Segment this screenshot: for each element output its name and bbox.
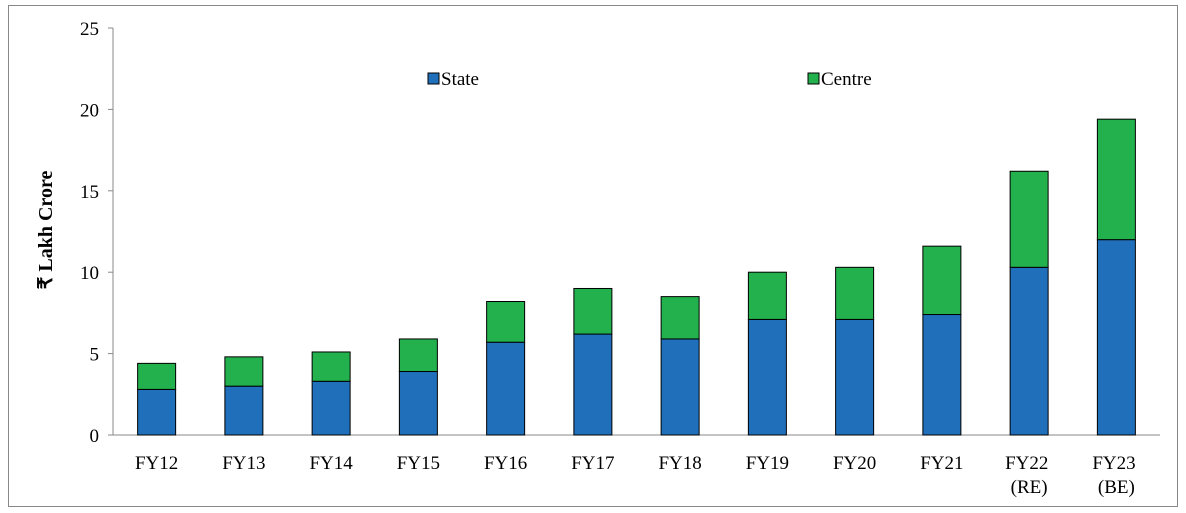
legend-label: Centre — [821, 69, 872, 90]
x-tick-label: FY19 — [746, 453, 789, 474]
x-tick-label: FY22 (RE) — [1005, 453, 1053, 498]
bar-segment — [311, 380, 351, 436]
legend-swatch — [807, 72, 820, 85]
x-tick-label: FY21 — [920, 453, 963, 474]
x-tick-label: FY12 — [135, 453, 178, 474]
x-tick-label: FY14 — [309, 453, 353, 474]
bar-segment — [486, 341, 526, 436]
bar-segment — [660, 338, 700, 436]
bar-segment — [311, 351, 351, 382]
y-tick-label: 10 — [80, 263, 99, 284]
y-tick-label: 25 — [80, 19, 99, 40]
bar-segment — [835, 318, 875, 436]
y-axis-label: ₹ Lakh Crore — [35, 171, 57, 290]
y-tick-label: 20 — [80, 100, 99, 121]
x-tick-label: FY17 — [571, 453, 614, 474]
bar-segment — [224, 385, 264, 436]
bar-segment — [573, 333, 613, 436]
x-tick-label: FY23 (BE) — [1092, 453, 1140, 498]
x-tick-label: FY20 — [833, 453, 876, 474]
x-tick-label: FY15 — [397, 453, 440, 474]
bar-segment — [835, 266, 875, 320]
bar-segment — [224, 356, 264, 387]
bar-segment — [660, 296, 700, 340]
bar-segment — [747, 318, 787, 436]
x-tick-label: FY13 — [222, 453, 265, 474]
x-tick-label: FY18 — [658, 453, 701, 474]
y-tick-label: 15 — [80, 182, 99, 203]
bar-segment — [922, 245, 962, 316]
bar-segment — [573, 287, 613, 335]
bar-segment — [137, 362, 177, 390]
x-tick-label: FY16 — [484, 453, 527, 474]
y-tick-label: 5 — [90, 345, 100, 366]
bar-segment — [398, 371, 438, 436]
bar-segment — [486, 301, 526, 343]
bar-segment — [1009, 266, 1049, 436]
bar-segment — [137, 388, 177, 436]
bar-segment — [922, 314, 962, 436]
bar-segment — [1009, 170, 1049, 268]
y-tick-label: 0 — [90, 426, 100, 447]
bar-segment — [398, 338, 438, 373]
bar-segment — [1096, 239, 1136, 436]
legend-swatch — [427, 72, 440, 85]
bar-segment — [747, 271, 787, 320]
legend-label: State — [441, 69, 479, 90]
bar-segment — [1096, 118, 1136, 241]
